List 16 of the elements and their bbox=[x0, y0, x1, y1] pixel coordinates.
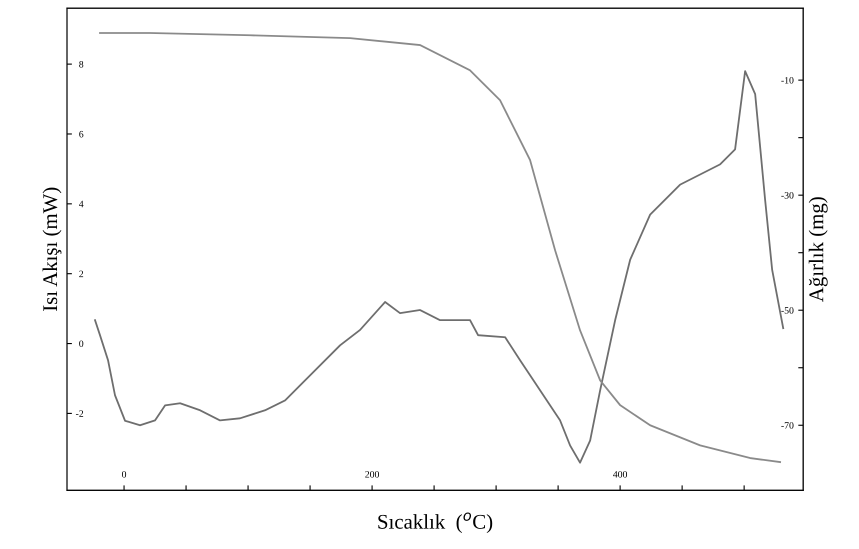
x-tick-label: 400 bbox=[613, 471, 628, 478]
y-tick-label: -2 bbox=[76, 410, 84, 417]
y2-axis-title: Ağırlık (mg) bbox=[808, 197, 828, 302]
y-axis-title: Isı Akışı (mW) bbox=[42, 188, 62, 311]
y2-tick-label: -50 bbox=[781, 307, 794, 314]
y-tick-label: 6 bbox=[79, 130, 84, 138]
y2-tick-label: -10 bbox=[781, 77, 794, 84]
y-tick-label: 8 bbox=[79, 61, 84, 68]
x-axis-title: Sıcaklık ($^{o}$C) bbox=[378, 512, 492, 534]
x-tick-label: 200 bbox=[365, 471, 380, 478]
y-tick-label: 0 bbox=[79, 340, 84, 348]
y-tick-label: 2 bbox=[79, 270, 84, 278]
y-tick-label: 4 bbox=[78, 200, 84, 208]
x-tick-label: 0 bbox=[122, 471, 126, 478]
y2-tick-label: -70 bbox=[781, 422, 794, 429]
y2-tick-label: -30 bbox=[781, 192, 794, 199]
